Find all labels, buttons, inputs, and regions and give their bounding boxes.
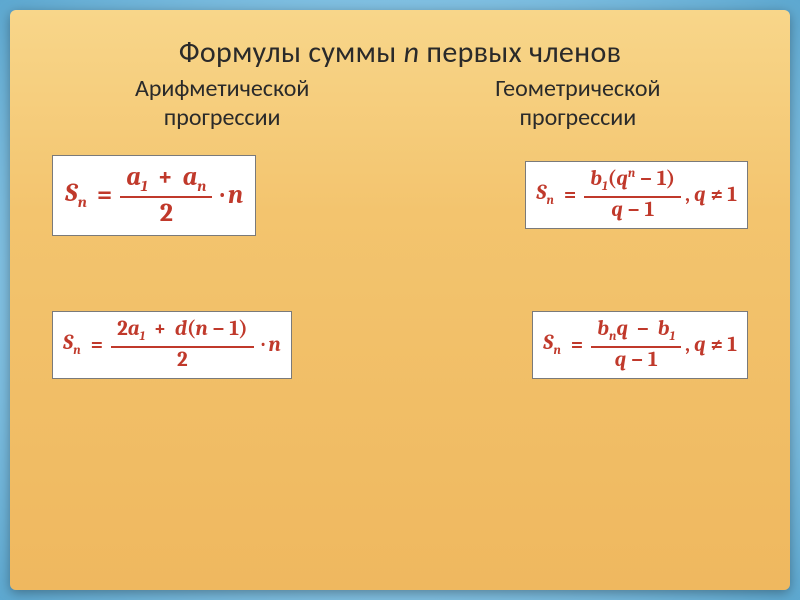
formula-row-top: Sn = a1 + an 2 · n Sn xyxy=(48,155,752,236)
denominator: q − 1 xyxy=(609,348,664,373)
title-part-2: первых членов xyxy=(419,34,621,71)
formula-arith-bottom: Sn = 2a1 + d(n − 1) 2 · n xyxy=(52,311,292,379)
title-part-n: n xyxy=(404,34,420,71)
title: Формулы суммы n первых членов xyxy=(48,34,752,71)
lhs: Sn xyxy=(543,331,561,358)
formula-arith-top: Sn = a1 + an 2 · n xyxy=(52,155,256,236)
eq: = xyxy=(91,333,103,357)
subhead-right: Геометрической прогрессии xyxy=(414,75,742,133)
formula-geom-top: Sn = b1(qn − 1) q − 1 , xyxy=(525,161,748,229)
fraction: a1 + an 2 xyxy=(120,162,212,229)
condition: q ≠ 1 xyxy=(694,183,737,207)
lhs: Sn xyxy=(65,178,87,211)
denominator: 2 xyxy=(171,348,194,373)
lhs: Sn xyxy=(536,181,554,208)
condition: q ≠ 1 xyxy=(694,333,737,357)
subhead-left-l1: Арифметической xyxy=(135,74,309,103)
comma: , xyxy=(685,333,690,357)
denominator: 2 xyxy=(154,198,179,229)
tail-n: n xyxy=(269,333,281,357)
lhs-s: S xyxy=(65,178,78,208)
dot: · xyxy=(262,333,265,357)
lhs: Sn xyxy=(63,331,81,358)
subheading-row: Арифметической прогрессии Геометрической… xyxy=(48,75,752,133)
eq: = xyxy=(564,183,576,207)
numerator: b1(qn − 1) xyxy=(584,167,681,196)
tail-n: n xyxy=(228,180,243,210)
formula-geom-bottom: Sn = bnq − b1 q − 1 , xyxy=(532,311,748,379)
fraction: bnq − b1 q − 1 xyxy=(591,317,681,373)
lhs-sub: n xyxy=(78,194,87,212)
comma: , xyxy=(685,183,690,207)
slide-container: Формулы суммы n первых членов Арифметиче… xyxy=(10,10,790,590)
subhead-left-l2: прогрессии xyxy=(164,103,281,132)
fraction: 2a1 + d(n − 1) 2 xyxy=(111,317,254,373)
numerator: 2a1 + d(n − 1) xyxy=(111,317,254,346)
numerator: a1 + an xyxy=(120,162,212,196)
formula-grid: Sn = a1 + an 2 · n Sn xyxy=(48,155,752,379)
fraction: b1(qn − 1) q − 1 xyxy=(584,167,681,223)
title-part-0: Формулы суммы xyxy=(179,34,404,71)
numerator: bnq − b1 xyxy=(591,317,681,346)
formula-row-bottom: Sn = 2a1 + d(n − 1) 2 · n xyxy=(48,311,752,379)
subhead-right-l1: Геометрической xyxy=(495,74,660,103)
subhead-right-l2: прогрессии xyxy=(519,103,636,132)
dot: · xyxy=(220,180,224,210)
eq: = xyxy=(571,333,583,357)
eq: = xyxy=(97,180,112,210)
denominator: q − 1 xyxy=(605,198,660,223)
subhead-left: Арифметической прогрессии xyxy=(58,75,386,133)
